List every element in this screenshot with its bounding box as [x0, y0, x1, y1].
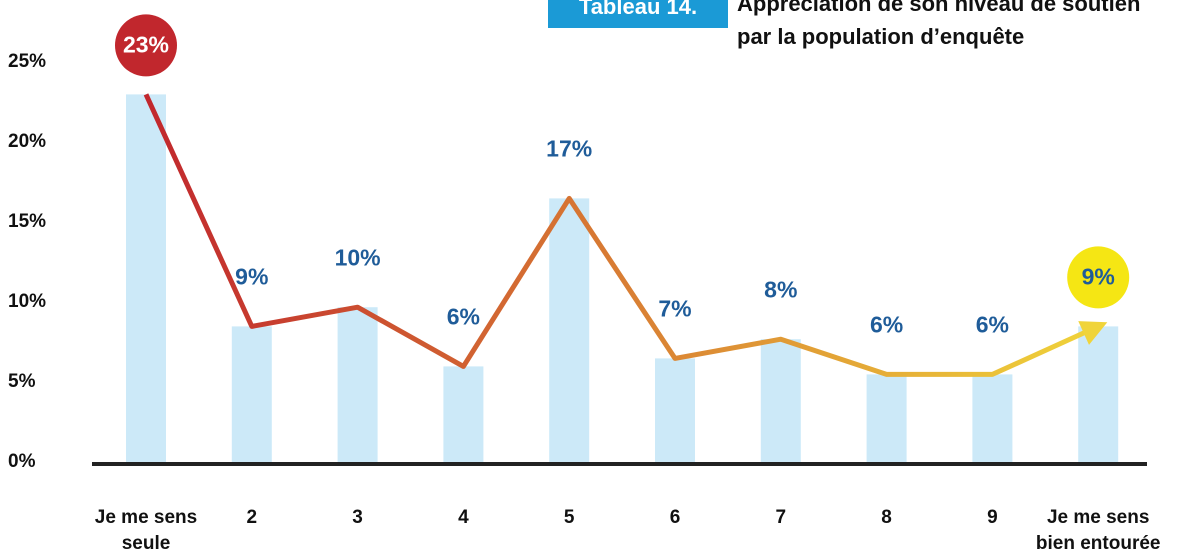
bar [760, 339, 801, 464]
x-tick-label: 9 [987, 507, 998, 528]
bar [231, 326, 272, 464]
value-label: 8% [764, 276, 797, 302]
x-tick-label: 6 [669, 507, 681, 528]
value-label: 6% [870, 311, 903, 337]
value-label: 6% [976, 311, 1009, 337]
highlight-circle [1067, 246, 1130, 309]
x-tick-label: 5 [563, 507, 575, 528]
x-tick-label: 2 [246, 507, 258, 528]
x-tick-label: 8 [881, 507, 892, 528]
value-label: 9% [235, 263, 268, 289]
value-label: 9% [1082, 263, 1115, 289]
bar [126, 94, 166, 465]
chart-title: Appréciation de son niveau de soutien [737, 0, 1140, 16]
trend-line [143, 93, 1100, 377]
bar [655, 358, 695, 464]
x-tick-label: Je me sens seule [94, 507, 198, 553]
y-tick-label: 0% [8, 451, 36, 472]
value-label: 23% [123, 31, 169, 57]
y-tick-label: 5% [8, 371, 36, 392]
x-tick-label: 3 [352, 507, 363, 528]
highlight-circle [115, 14, 177, 77]
bar [1078, 326, 1119, 464]
bar [972, 374, 1013, 464]
chart-title: par la population d’enquête [737, 24, 1024, 49]
bar [866, 374, 907, 464]
value-label: 6% [447, 303, 480, 329]
x-tick-label: 4 [458, 507, 469, 528]
y-tick-label: 15% [8, 211, 46, 232]
value-label: 7% [658, 295, 691, 321]
x-tick-label: 7 [775, 507, 787, 528]
value-label: 17% [546, 135, 592, 161]
y-tick-label: 10% [8, 291, 46, 312]
x-tick-label: Je me sens bien entourée [1035, 507, 1161, 553]
bar [443, 366, 484, 464]
bar [337, 307, 378, 464]
value-label: 10% [335, 244, 381, 270]
arrow-head [1078, 321, 1108, 345]
y-tick-label: 20% [8, 131, 46, 152]
y-tick-label: 25% [8, 51, 46, 72]
table-label: Tableau 14. [579, 0, 697, 19]
label-box [548, 0, 728, 28]
bar [549, 198, 590, 464]
